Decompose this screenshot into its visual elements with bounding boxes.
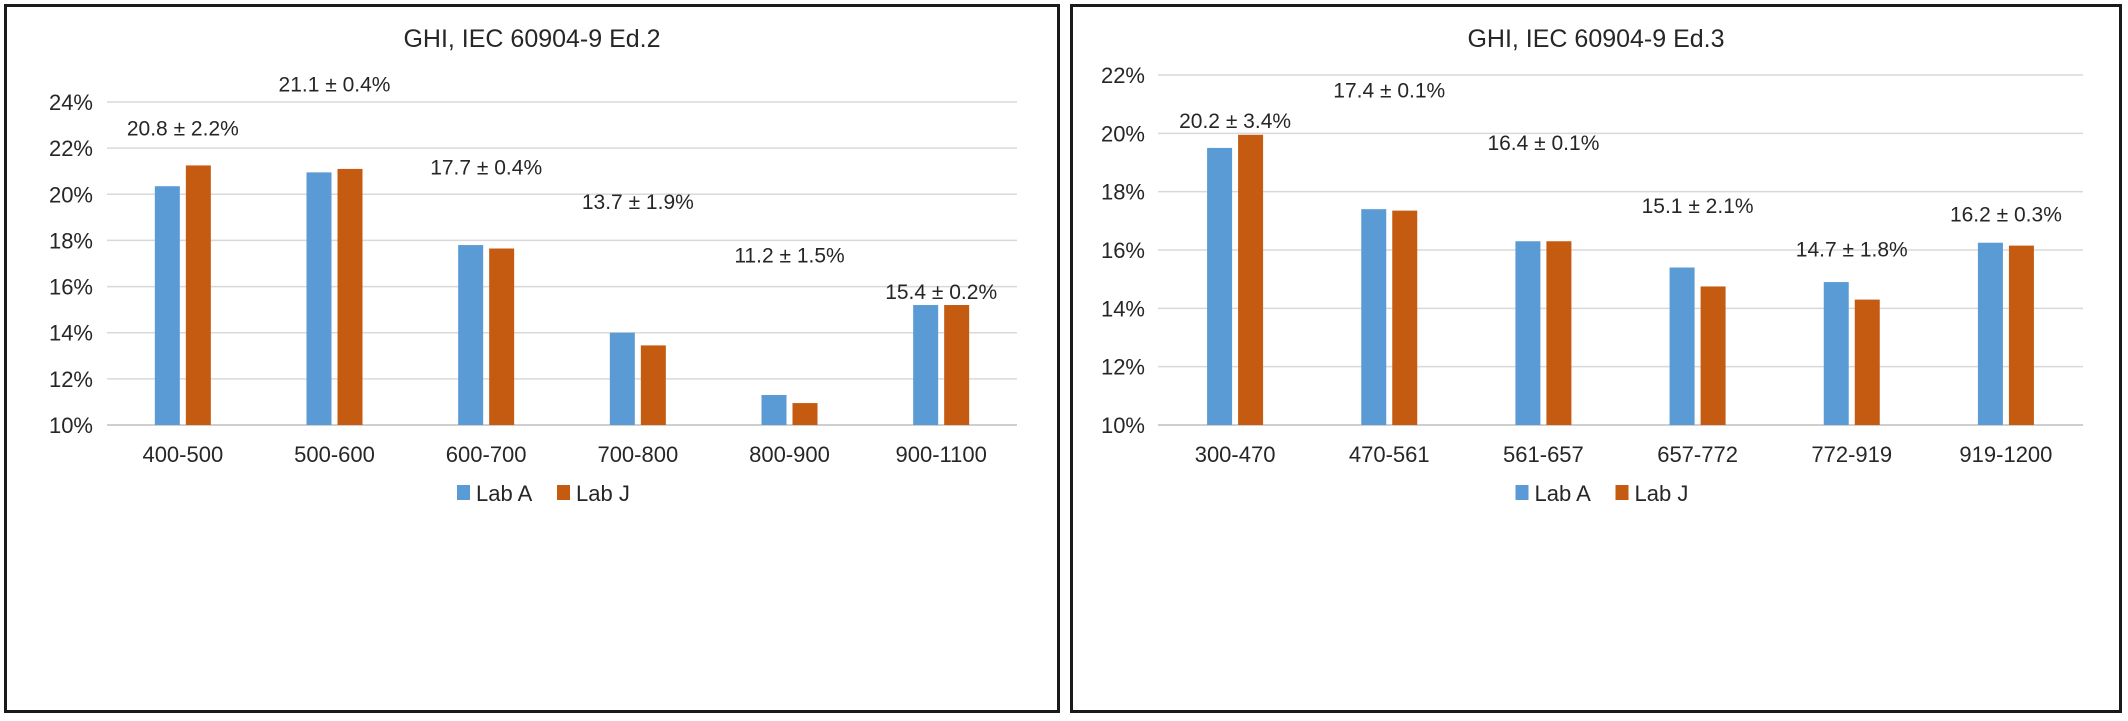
uncertainty-annotation: 21.1 ± 0.4% <box>279 74 391 97</box>
y-tick-label: 18% <box>49 228 93 253</box>
y-tick-label: 20% <box>49 182 93 207</box>
y-tick-label: 14% <box>1101 296 1145 321</box>
legend-label-lab-j: Lab J <box>576 481 630 506</box>
bar-lab-a <box>609 332 635 425</box>
uncertainty-annotation: 14.7 ± 1.8% <box>1796 239 1908 262</box>
x-tick-label: 919-1200 <box>1959 442 2052 467</box>
legend-label-lab-a: Lab A <box>476 481 533 506</box>
bar-lab-a <box>1207 147 1233 425</box>
legend-swatch-lab-j <box>1615 485 1629 500</box>
y-tick-label: 12% <box>49 367 93 392</box>
y-tick-label: 24% <box>49 90 93 115</box>
chart-ed3: GHI, IEC 60904-9 Ed.3 10% 12% 14% 16% 18% 20% 2… <box>1101 25 2083 506</box>
bar-lab-j <box>185 165 211 426</box>
legend-label-lab-a: Lab A <box>1535 481 1592 506</box>
bar-lab-a <box>1669 267 1695 425</box>
bar-lab-a <box>761 395 787 425</box>
uncertainty-annotation: 11.2 ± 1.5% <box>734 244 844 267</box>
uncertainty-annotation: 13.7 ± 1.9% <box>582 191 694 214</box>
bar-lab-a <box>306 172 332 425</box>
bar-lab-j <box>792 403 818 425</box>
bar-lab-j <box>337 168 363 425</box>
x-tick-label: 900-1100 <box>895 442 986 467</box>
bar-lab-j <box>1700 286 1726 425</box>
x-tick-label: 500-600 <box>294 442 375 467</box>
y-tick-label: 14% <box>49 321 93 346</box>
chart-panel-ed3: GHI, IEC 60904-9 Ed.3 10% 12% 14% 16% 18% 20% 2… <box>1070 4 2122 713</box>
uncertainty-annotation: 16.2 ± 0.3% <box>1950 204 2062 227</box>
x-tick-label: 470-561 <box>1349 442 1430 467</box>
chart-panel-ed2: GHI, IEC 60904-9 Ed.2 10% 12% 14% 16% 18% 20% 2… <box>4 4 1060 713</box>
uncertainty-annotation: 17.4 ± 0.1% <box>1333 80 1445 103</box>
chart-title: GHI, IEC 60904-9 Ed.3 <box>1467 25 1724 53</box>
bar-lab-j <box>489 248 515 425</box>
legend-swatch-lab-j <box>557 485 570 500</box>
y-tick-label: 22% <box>49 136 93 161</box>
chart-title: GHI, IEC 60904-9 Ed.2 <box>403 25 660 53</box>
uncertainty-annotation: 15.4 ± 0.2% <box>885 281 997 304</box>
uncertainty-annotation: 16.4 ± 0.1% <box>1487 132 1599 155</box>
bar-lab-a <box>913 305 939 425</box>
bar-lab-a <box>1361 209 1387 425</box>
legend-swatch-lab-a <box>1515 485 1529 500</box>
x-tick-label: 800-900 <box>749 442 830 467</box>
legend-swatch-lab-a <box>457 485 470 500</box>
uncertainty-annotation: 20.8 ± 2.2% <box>127 117 239 140</box>
uncertainty-annotation: 15.1 ± 2.1% <box>1642 195 1754 218</box>
x-tick-label: 600-700 <box>446 442 527 467</box>
x-tick-label: 300-470 <box>1195 442 1276 467</box>
bar-lab-j <box>944 305 970 425</box>
bar-lab-j <box>1546 241 1572 425</box>
x-tick-label: 772-919 <box>1811 442 1892 467</box>
bar-lab-j <box>2008 245 2034 425</box>
x-tick-label: 400-500 <box>142 442 223 467</box>
y-tick-label: 10% <box>49 413 93 438</box>
bar-lab-a <box>1515 241 1541 425</box>
y-tick-label: 16% <box>1101 238 1145 263</box>
y-tick-label: 16% <box>49 275 93 300</box>
chart-ed2: GHI, IEC 60904-9 Ed.2 10% 12% 14% 16% 18% 20% 2… <box>49 25 1017 506</box>
y-tick-label: 18% <box>1101 180 1145 205</box>
bar-lab-a <box>1977 242 2003 425</box>
bar-lab-j <box>1854 299 1880 425</box>
y-tick-label: 20% <box>1101 121 1145 146</box>
bar-lab-a <box>1823 282 1849 425</box>
x-tick-label: 561-657 <box>1503 442 1584 467</box>
y-tick-label: 22% <box>1101 63 1145 88</box>
bar-lab-j <box>640 345 666 425</box>
y-tick-label: 10% <box>1101 413 1145 438</box>
x-tick-label: 657-772 <box>1657 442 1738 467</box>
legend-label-lab-j: Lab J <box>1635 481 1689 506</box>
bar-lab-j <box>1238 134 1264 425</box>
bar-lab-a <box>458 245 484 425</box>
y-tick-label: 12% <box>1101 355 1145 380</box>
bar-lab-a <box>154 186 180 425</box>
uncertainty-annotation: 20.2 ± 3.4% <box>1179 110 1291 133</box>
x-tick-label: 700-800 <box>597 442 678 467</box>
uncertainty-annotation: 17.7 ± 0.4% <box>430 157 542 180</box>
bar-lab-j <box>1392 210 1418 425</box>
